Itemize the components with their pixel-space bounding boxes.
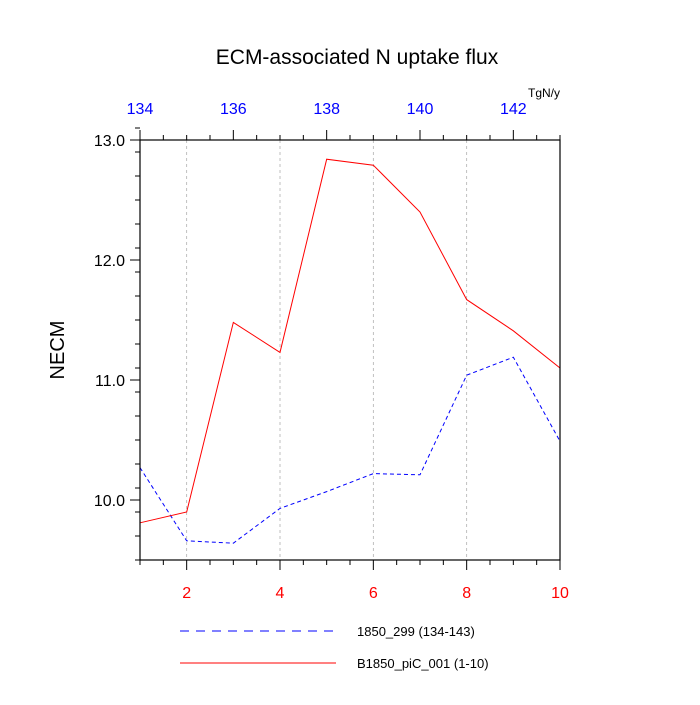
x-tick-label: 8 [462,585,471,602]
legend-label-2: B1850_piC_001 (1-10) [357,656,489,671]
y-tick-label: 13.0 [94,133,125,150]
top-tick-label: 134 [127,101,154,118]
x-tick-label: 10 [551,585,569,602]
legend: 1850_299 (134-143) B1850_piC_001 (1-10) [180,624,489,671]
y-tick-label: 10.0 [94,493,125,510]
series-line-1 [139,356,561,544]
top-tick-label: 142 [500,101,527,118]
top-tick-label: 136 [220,101,247,118]
y-axis-label: NECM [47,321,69,380]
legend-label-1: 1850_299 (134-143) [357,624,475,639]
top-tick-label: 138 [313,101,340,118]
tick-layer: 2 4 6 8 10 134 136 138 140 142 10.0 11.0 12.0 13.0 [94,101,569,602]
y-tick-label: 12.0 [94,253,125,270]
x-tick-label: 6 [369,585,378,602]
plot-frame [139,139,561,561]
top-axis-unit: TgN/y [528,86,560,100]
series-line-2 [139,158,561,524]
series-layer [139,158,561,544]
grid-layer [186,140,468,560]
x-tick-label: 2 [182,585,191,602]
x-tick-label: 4 [276,585,285,602]
top-tick-label: 140 [407,101,434,118]
y-tick-label: 11.0 [95,373,125,390]
chart-title: ECM-associated N uptake flux [216,46,499,69]
